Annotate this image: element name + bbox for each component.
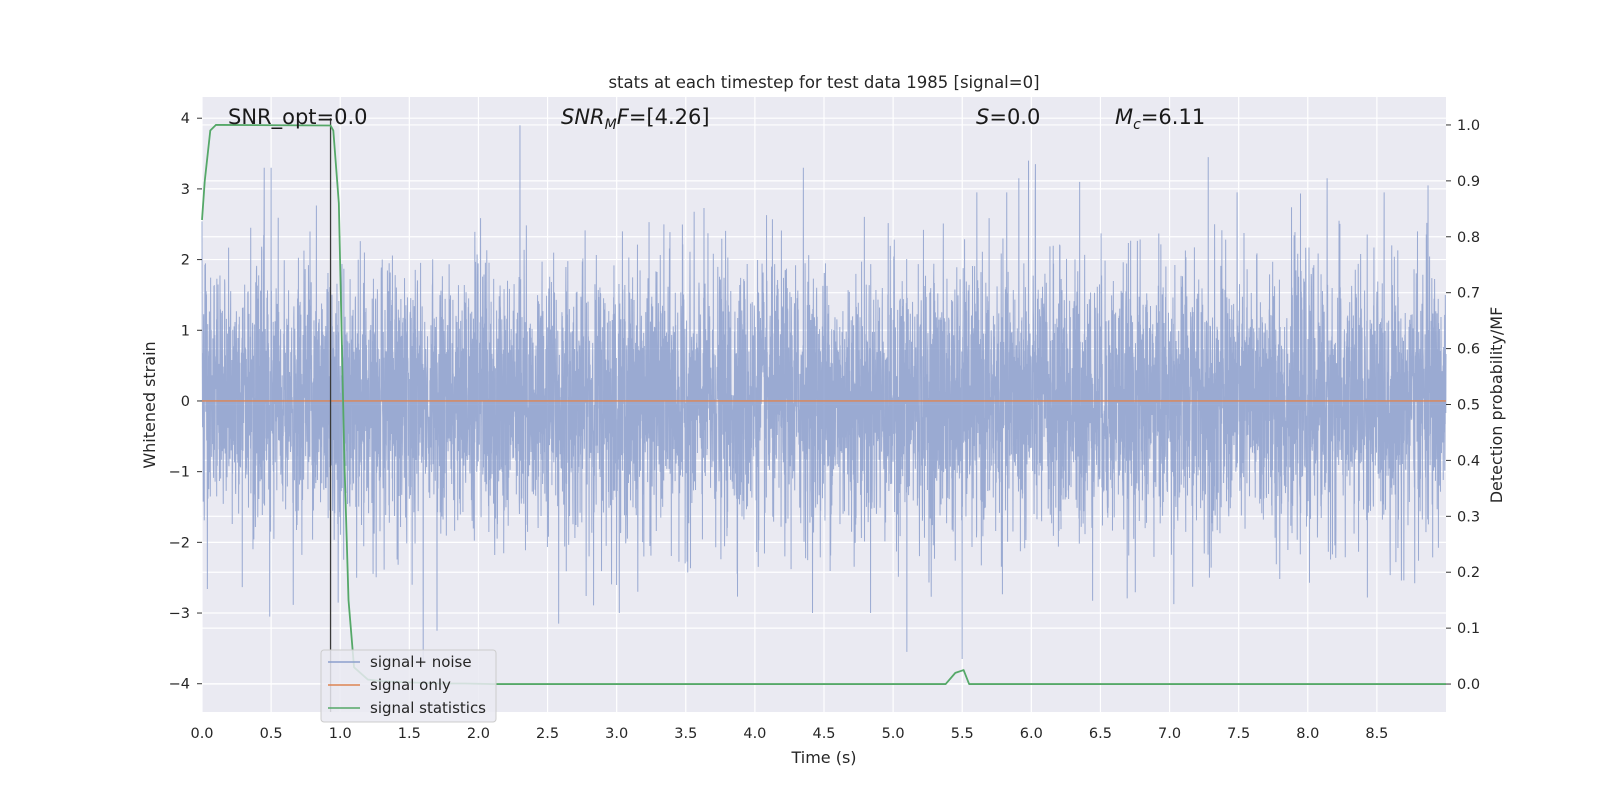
noise-series: [201, 125, 1447, 663]
x-tick-label: 7.0: [1158, 726, 1181, 742]
y-right-tick-label: 0.3: [1457, 509, 1480, 525]
y-left-tick-label: −2: [169, 535, 190, 551]
y-right-tick-label: 0.2: [1457, 565, 1480, 581]
x-tick-label: 8.0: [1296, 726, 1319, 742]
annotation-s-stat: S=0.0: [976, 105, 1040, 129]
x-tick-label: 4.0: [743, 726, 766, 742]
x-tick-label: 5.0: [882, 726, 905, 742]
legend-label-signal-only: signal only: [370, 676, 451, 694]
annotation-snr-mf-suffix: F=: [617, 105, 647, 129]
series-signal-noise-trace: [201, 125, 1447, 663]
annotation-s-value: =0.0: [989, 105, 1040, 129]
x-tick-label: 6.5: [1089, 726, 1112, 742]
y-right-tick-label: 0.4: [1457, 453, 1480, 469]
x-tick-label: 7.5: [1227, 726, 1250, 742]
y-left-tick-label: 1: [181, 323, 190, 339]
x-tick-label: 2.5: [536, 726, 559, 742]
y-axis-right-label: Detection probability/MF: [1487, 307, 1506, 504]
x-tick-label: 2.0: [467, 726, 490, 742]
y-right-tick-labels: 0.0 0.1 0.2 0.3 0.4 0.5 0.6 0.7 0.8 0.9 1.0: [1446, 118, 1480, 693]
annotation-snr-mf: SNRMF=[4.26]: [561, 105, 710, 133]
legend-label-signal-statistics: signal statistics: [370, 699, 486, 717]
y-right-tick-label: 0.7: [1457, 286, 1480, 302]
y-right-tick-label: 0.0: [1457, 677, 1480, 693]
y-right-tick-label: 0.5: [1457, 398, 1480, 414]
y-right-tick-label: 0.8: [1457, 230, 1480, 246]
x-tick-label: 6.0: [1020, 726, 1043, 742]
x-tick-label: 1.5: [398, 726, 421, 742]
y-left-tick-label: 2: [181, 253, 190, 269]
annotation-snr-opt-prefix: SNR_opt=: [228, 105, 334, 130]
y-left-tick-label: 0: [181, 394, 190, 410]
annotation-mc-sub: c: [1133, 117, 1141, 133]
x-tick-labels: 0.0 0.5 1.0 1.5 2.0 2.5 3.0 3.5 4.0 4.5 5.0 5.5 6.0 6…: [190, 726, 1388, 742]
chart-title: stats at each timestep for test data 198…: [608, 73, 1039, 92]
annotation-snr-mf-value: [4.26]: [646, 105, 709, 129]
y-left-tick-label: −4: [169, 677, 190, 693]
annotation-mc: Mc=6.11: [1115, 105, 1205, 133]
legend-label-signal-noise: signal+ noise: [370, 653, 472, 671]
x-tick-label: 0.0: [190, 726, 213, 742]
y-left-tick-label: −1: [169, 465, 190, 481]
x-tick-label: 8.5: [1365, 726, 1388, 742]
x-axis-label: Time (s): [790, 748, 856, 767]
x-tick-label: 3.0: [605, 726, 628, 742]
annotation-snr-mf-sub: M: [605, 117, 617, 133]
y-left-tick-labels: −4 −3 −2 −1 0 1 2 3 4: [169, 111, 202, 693]
legend-box: [320, 649, 497, 723]
legend: signal+ noise signal only signal statist…: [320, 649, 497, 723]
y-right-tick-label: 1.0: [1457, 118, 1480, 134]
annotation-snr-mf-var: SNR: [561, 105, 605, 129]
x-tick-label: 3.5: [674, 726, 697, 742]
annotation-s-var: S: [976, 105, 989, 129]
x-tick-label: 1.0: [329, 726, 352, 742]
annotation-snr-opt-value: 0.0: [334, 105, 367, 129]
y-left-tick-label: 4: [181, 111, 190, 127]
y-left-tick-label: 3: [181, 182, 190, 198]
y-right-tick-label: 0.9: [1457, 174, 1480, 190]
x-tick-label: 5.5: [951, 726, 974, 742]
y-left-tick-label: −3: [169, 606, 190, 622]
y-right-tick-label: 0.6: [1457, 342, 1480, 358]
annotation-mc-value: =6.11: [1141, 105, 1205, 129]
y-right-tick-label: 0.1: [1457, 621, 1480, 637]
annotation-mc-var: M: [1115, 105, 1133, 129]
y-axis-left-label: Whitened strain: [140, 341, 159, 468]
x-tick-label: 4.5: [812, 726, 835, 742]
annotation-snr-opt: SNR_opt=0.0: [228, 105, 368, 130]
x-tick-label: 0.5: [260, 726, 283, 742]
